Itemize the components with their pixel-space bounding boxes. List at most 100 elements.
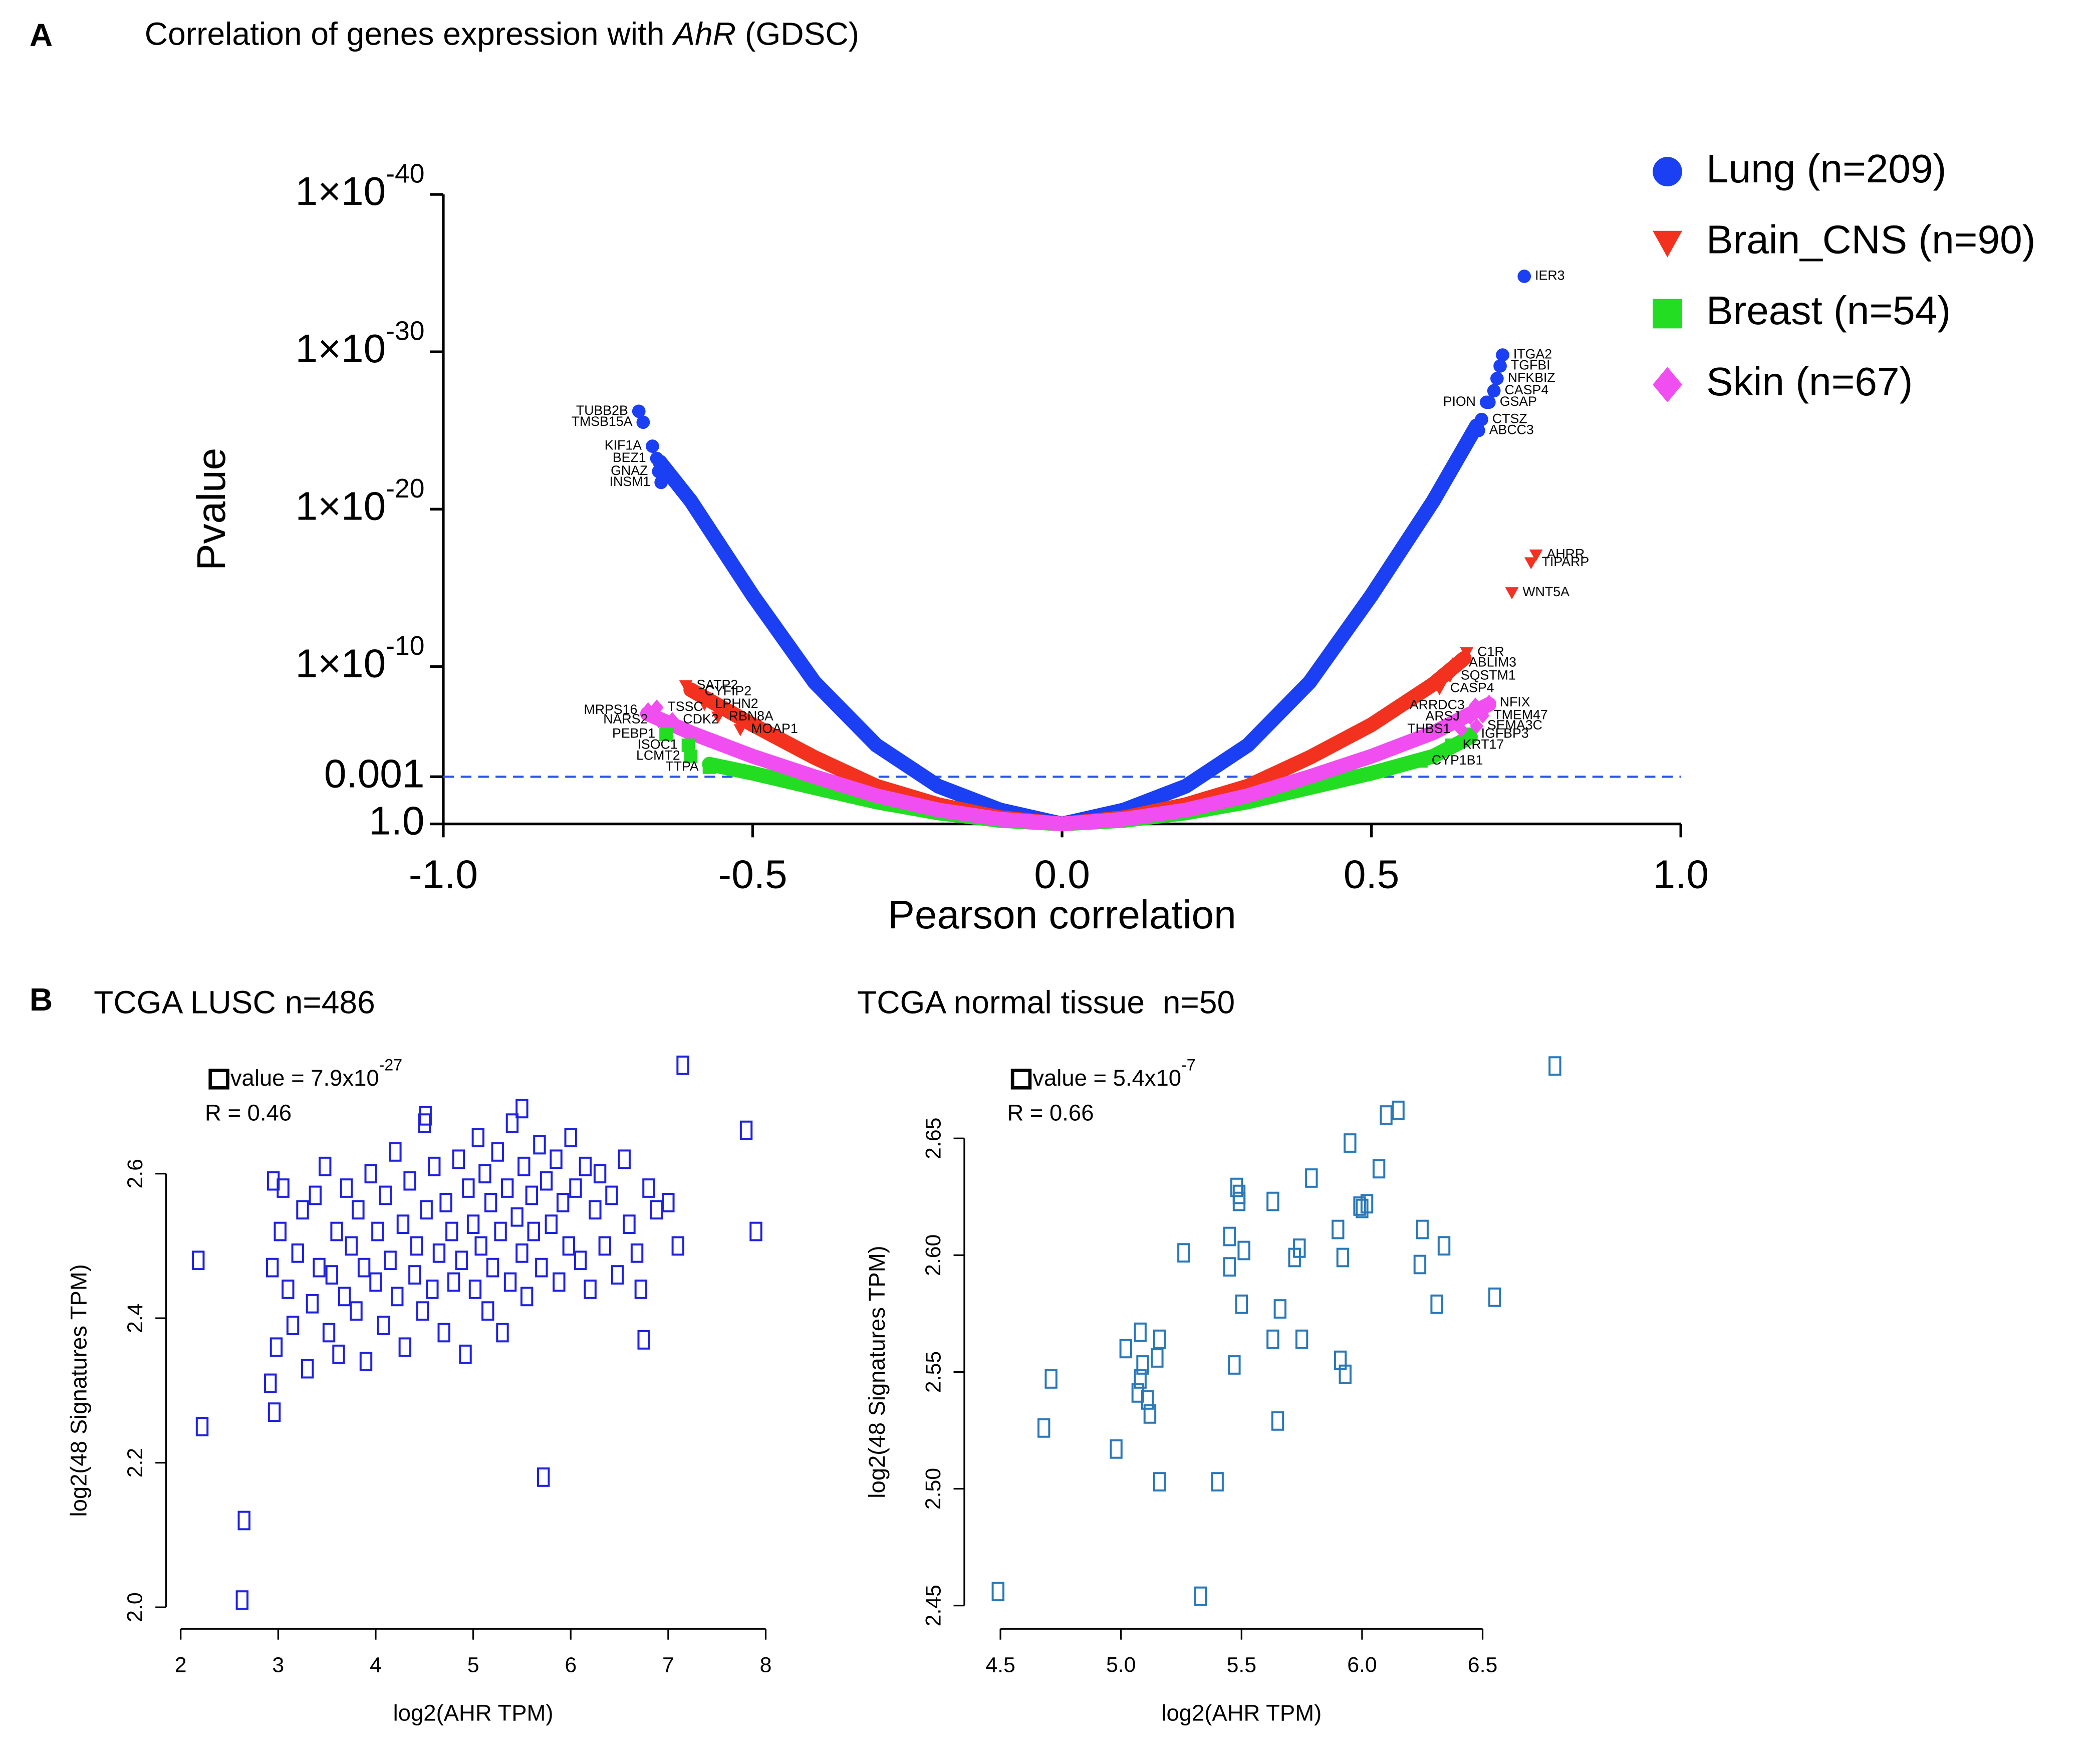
point <box>553 1272 566 1292</box>
missing-glyph-box <box>208 1069 229 1090</box>
point <box>1372 1159 1386 1179</box>
point-label: ARSJ <box>1426 708 1460 723</box>
x-tick-label-base: 1.0 <box>1653 852 1708 897</box>
point-label: TIPARP <box>1542 554 1590 569</box>
point <box>503 1272 517 1292</box>
point <box>1134 1369 1147 1389</box>
x-tick-label: 3 <box>272 1653 284 1677</box>
point <box>1237 1240 1250 1261</box>
point <box>426 1280 439 1299</box>
marker <box>679 680 693 692</box>
point <box>398 1337 412 1357</box>
marker <box>1476 707 1490 724</box>
marker <box>1493 359 1507 373</box>
point <box>445 1221 458 1241</box>
point <box>416 1301 429 1321</box>
point-label: CYFIP2 <box>705 683 752 698</box>
y-tick-label: 1×10-30 <box>296 317 425 371</box>
point <box>1230 1177 1243 1197</box>
point <box>1271 1411 1284 1431</box>
marker <box>1433 683 1446 695</box>
point <box>1295 1329 1308 1349</box>
point <box>662 1192 675 1212</box>
marker <box>632 404 646 418</box>
point <box>377 1316 390 1335</box>
marker <box>1414 754 1428 768</box>
point <box>749 1221 762 1241</box>
point-label: AHRR <box>1547 547 1585 562</box>
point <box>345 1236 358 1256</box>
point <box>291 1243 304 1263</box>
marker <box>1653 367 1682 402</box>
x-tick-label: -0.5 <box>718 852 787 897</box>
point <box>605 1185 618 1205</box>
point <box>340 1178 353 1198</box>
point <box>364 1164 377 1184</box>
point <box>598 1236 612 1256</box>
point <box>195 1417 209 1436</box>
y-tick-label-superscript: -10 <box>386 631 424 661</box>
x-tick-label: 5.5 <box>1227 1653 1256 1677</box>
marker <box>1653 230 1682 258</box>
point <box>1392 1100 1405 1120</box>
point-label: PION <box>1443 394 1476 409</box>
x-tick-label-base: 6.0 <box>1347 1653 1377 1677</box>
legend-label: Skin (n=67) <box>1706 359 1913 404</box>
marker <box>687 686 701 699</box>
annotation: value = 5.4x10-7 <box>1032 1056 1195 1091</box>
point-label: C1R <box>1477 644 1504 659</box>
x-axis-label: log2(AHR TPM) <box>393 1700 554 1725</box>
point <box>611 1265 624 1285</box>
marker <box>1445 738 1459 752</box>
marker <box>1487 384 1501 398</box>
marker <box>1443 670 1457 683</box>
point-label: SATP2 <box>696 677 738 692</box>
legend-label: Brain_CNS (n=90) <box>1706 216 2035 262</box>
marker <box>684 749 698 763</box>
point-label: ARRDC3 <box>1410 697 1465 712</box>
point-label: IGFBP3 <box>1481 726 1529 741</box>
point-label: TTPA <box>665 759 698 774</box>
y-tick-label: 2.4 <box>123 1303 147 1333</box>
point <box>235 1590 249 1610</box>
point <box>1488 1287 1501 1307</box>
point-label: TMEM47 <box>1493 707 1547 722</box>
point <box>676 1055 689 1075</box>
point <box>618 1149 631 1169</box>
x-tick-label: 6.5 <box>1468 1653 1497 1677</box>
point <box>1037 1418 1051 1438</box>
point <box>579 1156 592 1176</box>
point <box>564 1128 577 1147</box>
point-label: BEZ1 <box>613 450 646 465</box>
y-tick-label-superscript: -20 <box>386 474 424 504</box>
point <box>1211 1472 1224 1491</box>
marker <box>1451 657 1465 670</box>
point <box>192 1250 205 1271</box>
point <box>556 1192 570 1212</box>
point <box>1232 1184 1246 1204</box>
point <box>1266 1329 1279 1349</box>
point <box>515 1243 529 1263</box>
point <box>1119 1339 1133 1359</box>
point-label: MOAP1 <box>751 721 798 736</box>
point-label: CASP4 <box>1505 382 1549 397</box>
panel-label: B <box>30 981 53 1018</box>
y-tick-label-base: 1.0 <box>369 798 424 843</box>
point <box>1194 1586 1207 1606</box>
y-tick-label: 2.65 <box>921 1118 945 1159</box>
annotation-superscript: -27 <box>379 1056 402 1074</box>
point <box>515 1099 529 1119</box>
point <box>1336 1247 1350 1268</box>
point <box>296 1200 309 1220</box>
marker <box>650 699 664 716</box>
missing-glyph-box <box>1010 1069 1032 1090</box>
point <box>1110 1439 1123 1459</box>
point <box>452 1149 465 1169</box>
point <box>494 1221 507 1241</box>
x-tick-label: 6 <box>565 1653 577 1677</box>
point <box>447 1272 460 1292</box>
point <box>371 1221 384 1241</box>
point <box>338 1287 351 1307</box>
point <box>268 1402 281 1422</box>
